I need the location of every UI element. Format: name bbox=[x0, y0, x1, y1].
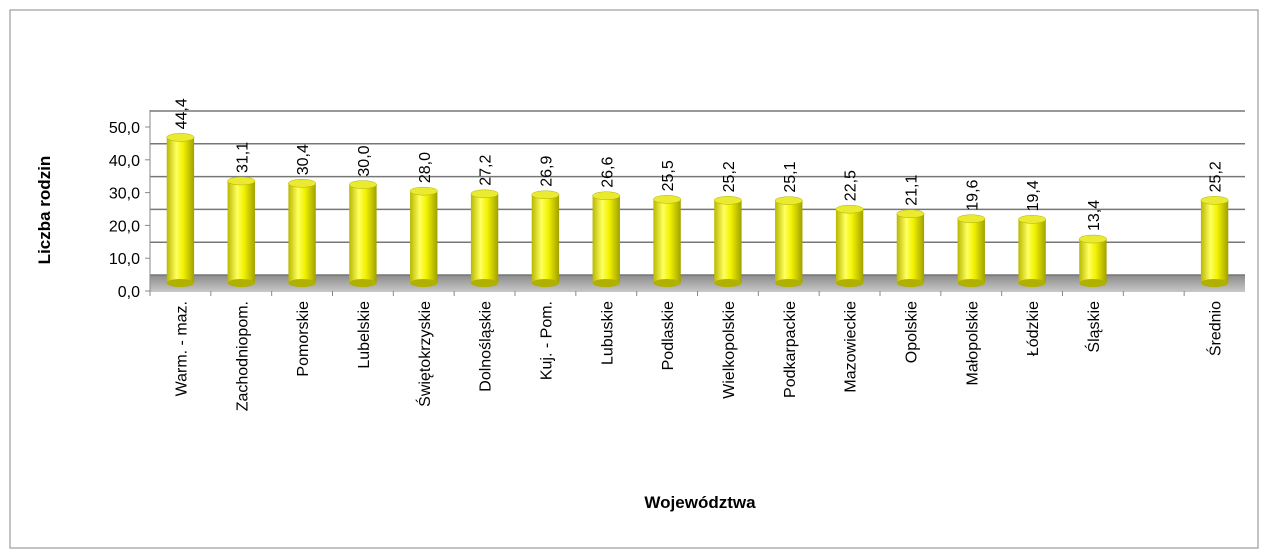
bar-top bbox=[1200, 196, 1229, 205]
bar bbox=[1079, 239, 1107, 283]
x-tick-label: Łódzkie bbox=[1025, 301, 1042, 356]
y-tick-label: 0,0 bbox=[118, 284, 140, 301]
bar-top bbox=[227, 176, 256, 186]
bar bbox=[410, 191, 438, 283]
value-label: 25,2 bbox=[721, 161, 738, 192]
bar-base bbox=[1079, 279, 1107, 287]
x-tick-label: Świętokrzyskie bbox=[415, 301, 434, 407]
y-tick-label: 50,0 bbox=[109, 120, 140, 137]
bar-top bbox=[409, 186, 438, 196]
bar bbox=[470, 193, 499, 283]
x-tick-label: Podlaskie bbox=[660, 301, 677, 370]
bar-top bbox=[957, 214, 986, 223]
x-tick-label: Pomorskie bbox=[295, 301, 312, 377]
bar bbox=[653, 199, 681, 283]
bar-base bbox=[957, 279, 985, 287]
bar-top bbox=[774, 196, 803, 205]
x-tick-label: Lubelskie bbox=[356, 301, 373, 369]
bar-base bbox=[531, 279, 560, 287]
bar bbox=[1200, 200, 1229, 283]
bar bbox=[775, 200, 803, 283]
bar bbox=[227, 180, 255, 283]
value-label: 13,4 bbox=[1086, 200, 1103, 231]
x-tick-label: Wielkopolskie bbox=[721, 301, 738, 399]
bar-top bbox=[713, 196, 742, 205]
x-tick-label: Małopolskie bbox=[964, 301, 981, 386]
value-label: 30,0 bbox=[356, 145, 373, 176]
bar-base bbox=[775, 279, 803, 287]
x-tick-label: Warm. - maz. bbox=[173, 301, 190, 396]
x-tick-label: Śląskie bbox=[1084, 301, 1103, 353]
value-label: 21,1 bbox=[903, 175, 920, 206]
bar-top bbox=[835, 204, 864, 214]
x-axis-title: Województwa bbox=[644, 493, 756, 512]
value-label: 19,6 bbox=[964, 179, 981, 210]
bar-top bbox=[348, 180, 377, 189]
x-tick-label: Kuj. - Pom. bbox=[538, 301, 555, 380]
bar-base bbox=[349, 279, 377, 287]
x-tick-label: Opolskie bbox=[903, 301, 920, 363]
value-label: 30,4 bbox=[295, 144, 312, 175]
x-tick-label: Podkarpackie bbox=[782, 301, 799, 398]
value-label: 31,1 bbox=[234, 142, 251, 173]
value-label: 25,2 bbox=[1208, 161, 1225, 192]
value-label: 26,6 bbox=[599, 157, 616, 188]
x-tick-label: Mazowieckie bbox=[843, 301, 860, 393]
x-tick-label: Lubuskie bbox=[599, 301, 616, 365]
bar-base bbox=[714, 279, 742, 287]
bar-base bbox=[1018, 279, 1046, 287]
y-axis-title: Liczba rodzin bbox=[35, 156, 54, 265]
value-label: 28,0 bbox=[417, 152, 434, 183]
value-label: 26,9 bbox=[538, 156, 555, 187]
bar bbox=[896, 213, 925, 283]
y-tick-label: 30,0 bbox=[109, 186, 140, 203]
y-tick-label: 20,0 bbox=[109, 218, 140, 235]
bar-base bbox=[1200, 279, 1229, 287]
bar-base bbox=[227, 279, 255, 287]
value-label: 44,4 bbox=[173, 98, 190, 129]
bar-top bbox=[896, 209, 925, 219]
bar-top bbox=[1078, 234, 1107, 244]
bar-base bbox=[835, 279, 864, 287]
bar bbox=[835, 209, 864, 283]
y-tick-label: 40,0 bbox=[109, 153, 140, 170]
bar-top bbox=[653, 195, 682, 204]
bar bbox=[349, 184, 377, 283]
x-tick-label: Zachodniopom. bbox=[234, 301, 251, 411]
bar-base bbox=[288, 279, 316, 287]
bar bbox=[1018, 219, 1046, 283]
bar-base bbox=[470, 279, 499, 287]
bar-base bbox=[592, 279, 620, 287]
bar-top bbox=[166, 133, 195, 142]
bar-top bbox=[470, 189, 499, 199]
bar-base bbox=[896, 279, 925, 287]
x-tick-label: Dolnośląskie bbox=[478, 301, 495, 392]
value-label: 25,1 bbox=[782, 161, 799, 192]
bar-top bbox=[288, 179, 317, 188]
bar-top bbox=[1018, 215, 1047, 224]
value-label: 19,4 bbox=[1025, 180, 1042, 211]
y-tick-label: 10,0 bbox=[109, 251, 140, 268]
bar bbox=[166, 137, 195, 283]
x-tick-label: Średnio bbox=[1206, 301, 1225, 356]
bar bbox=[288, 183, 316, 283]
value-label: 27,2 bbox=[478, 155, 495, 186]
bar bbox=[592, 195, 620, 283]
bar-base bbox=[166, 279, 195, 287]
bar bbox=[957, 218, 985, 283]
bar-top bbox=[531, 190, 560, 200]
bar-base bbox=[410, 279, 438, 287]
bar bbox=[531, 194, 560, 283]
value-label: 22,5 bbox=[843, 170, 860, 201]
bar-base bbox=[653, 279, 681, 287]
value-label: 25,5 bbox=[660, 160, 677, 191]
bar-top bbox=[592, 191, 621, 201]
bar bbox=[714, 200, 742, 283]
